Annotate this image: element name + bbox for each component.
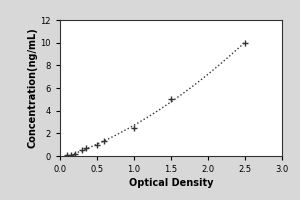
Y-axis label: Concentration(ng/mL): Concentration(ng/mL) <box>28 28 38 148</box>
X-axis label: Optical Density: Optical Density <box>129 178 213 188</box>
